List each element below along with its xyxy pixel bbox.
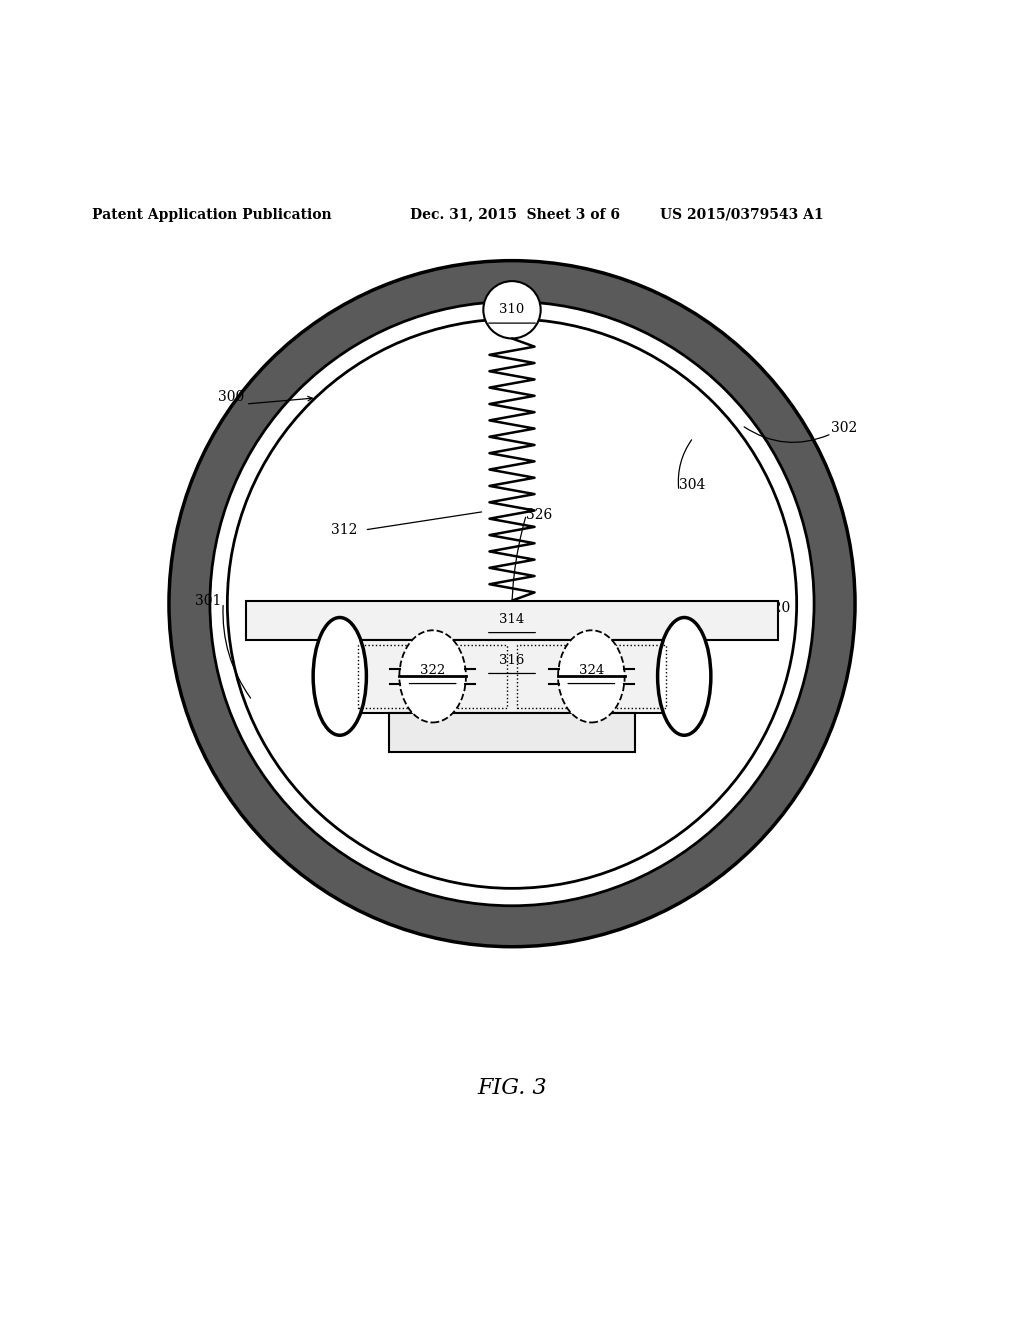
Text: 302: 302	[831, 421, 858, 434]
Text: Patent Application Publication: Patent Application Publication	[92, 207, 332, 222]
Circle shape	[210, 301, 814, 906]
Text: 320: 320	[764, 601, 791, 615]
Bar	[517, 644, 666, 708]
Text: 312: 312	[331, 523, 357, 537]
Bar	[358, 639, 666, 713]
Ellipse shape	[657, 618, 711, 735]
Text: 300: 300	[218, 389, 245, 404]
Text: 322: 322	[420, 664, 445, 677]
Text: 314: 314	[500, 612, 524, 626]
Text: 304: 304	[679, 478, 706, 492]
Text: 316: 316	[500, 653, 524, 667]
Text: 301: 301	[195, 594, 221, 607]
Text: 324: 324	[579, 664, 604, 677]
Ellipse shape	[313, 618, 367, 735]
Text: US 2015/0379543 A1: US 2015/0379543 A1	[660, 207, 824, 222]
Text: Dec. 31, 2015  Sheet 3 of 6: Dec. 31, 2015 Sheet 3 of 6	[410, 207, 620, 222]
Circle shape	[169, 260, 855, 946]
Text: FIG. 3: FIG. 3	[477, 1077, 547, 1100]
Bar	[358, 644, 507, 708]
Ellipse shape	[558, 631, 625, 722]
Text: 326: 326	[526, 508, 553, 521]
Bar	[389, 713, 635, 752]
Text: 318: 318	[259, 601, 286, 615]
Ellipse shape	[399, 631, 466, 722]
Circle shape	[483, 281, 541, 338]
Text: 310: 310	[500, 304, 524, 317]
Bar	[246, 601, 778, 639]
